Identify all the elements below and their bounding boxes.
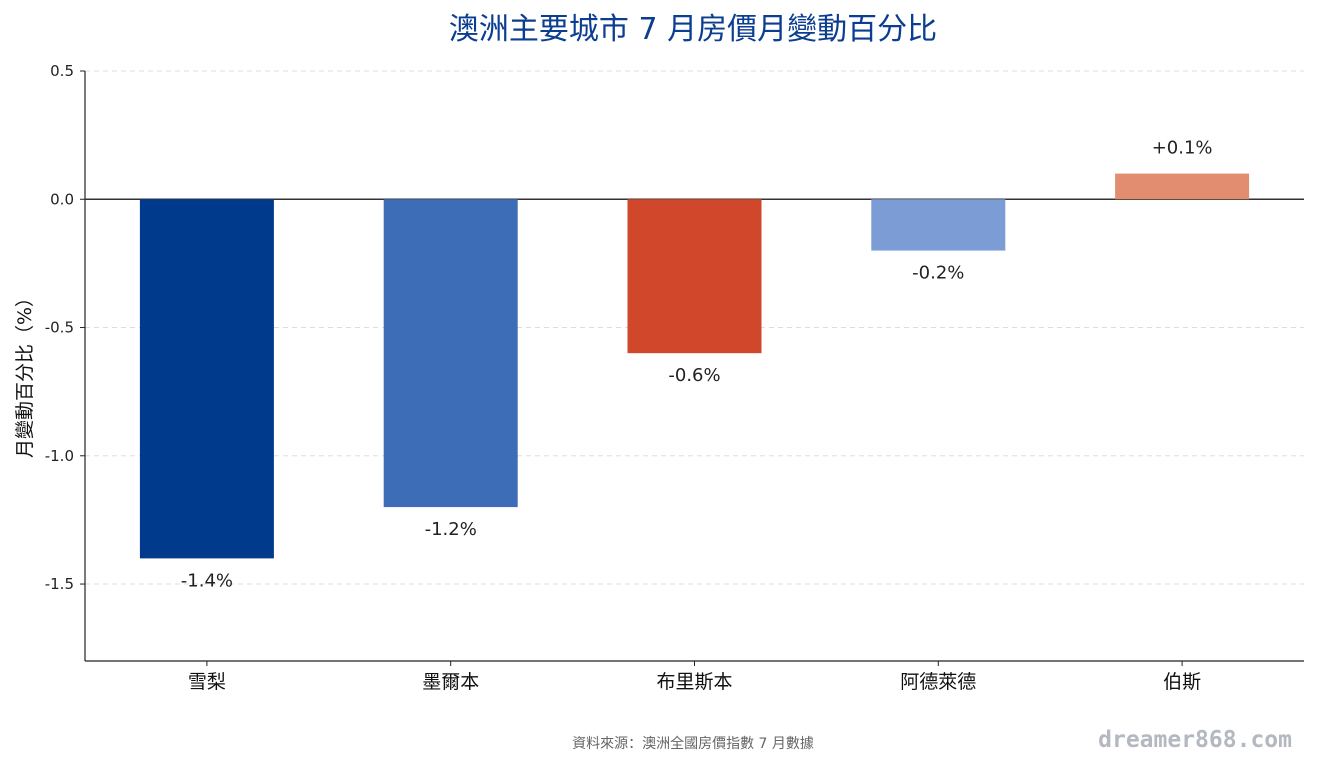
y-tick-label: 0.0 xyxy=(50,190,74,208)
bar xyxy=(871,199,1006,251)
x-tick-label: 布里斯本 xyxy=(656,671,732,693)
x-tick-label: 雪梨 xyxy=(188,671,226,693)
y-tick-label: -1.5 xyxy=(45,575,74,593)
x-tick-label: 伯斯 xyxy=(1163,671,1201,693)
bar xyxy=(139,199,274,559)
x-tick-label: 墨爾本 xyxy=(422,671,479,693)
chart-title: 澳洲主要城市 7 月房價月變動百分比 xyxy=(449,12,937,47)
bar xyxy=(383,199,518,508)
data-label: -0.6% xyxy=(668,365,720,386)
data-label: -0.2% xyxy=(912,263,964,284)
source-note: 資料來源：澳洲全國房價指數 7 月數據 xyxy=(572,735,814,752)
y-tick-label: -0.5 xyxy=(45,319,74,337)
data-labels: -1.4% -1.2% -0.6% -0.2% +0.1% xyxy=(181,138,1213,592)
x-tick-label: 阿德萊德 xyxy=(900,671,976,693)
y-tick-label: -1.0 xyxy=(45,447,74,465)
bar xyxy=(1115,173,1250,200)
data-label: +0.1% xyxy=(1152,138,1213,159)
y-tick-label: 0.5 xyxy=(50,62,74,80)
data-label: -1.2% xyxy=(425,519,477,540)
axes: 0.5 0.0 -0.5 -1.0 -1.5 雪梨 墨爾本 布里斯本 阿德萊德 伯斯 xyxy=(45,62,1304,693)
watermark: dreamer868.com xyxy=(1098,727,1292,753)
data-label: -1.4% xyxy=(181,570,233,591)
y-axis-label: 月變動百分比（%） xyxy=(14,288,36,458)
bar xyxy=(627,199,762,354)
bars xyxy=(139,173,1250,559)
